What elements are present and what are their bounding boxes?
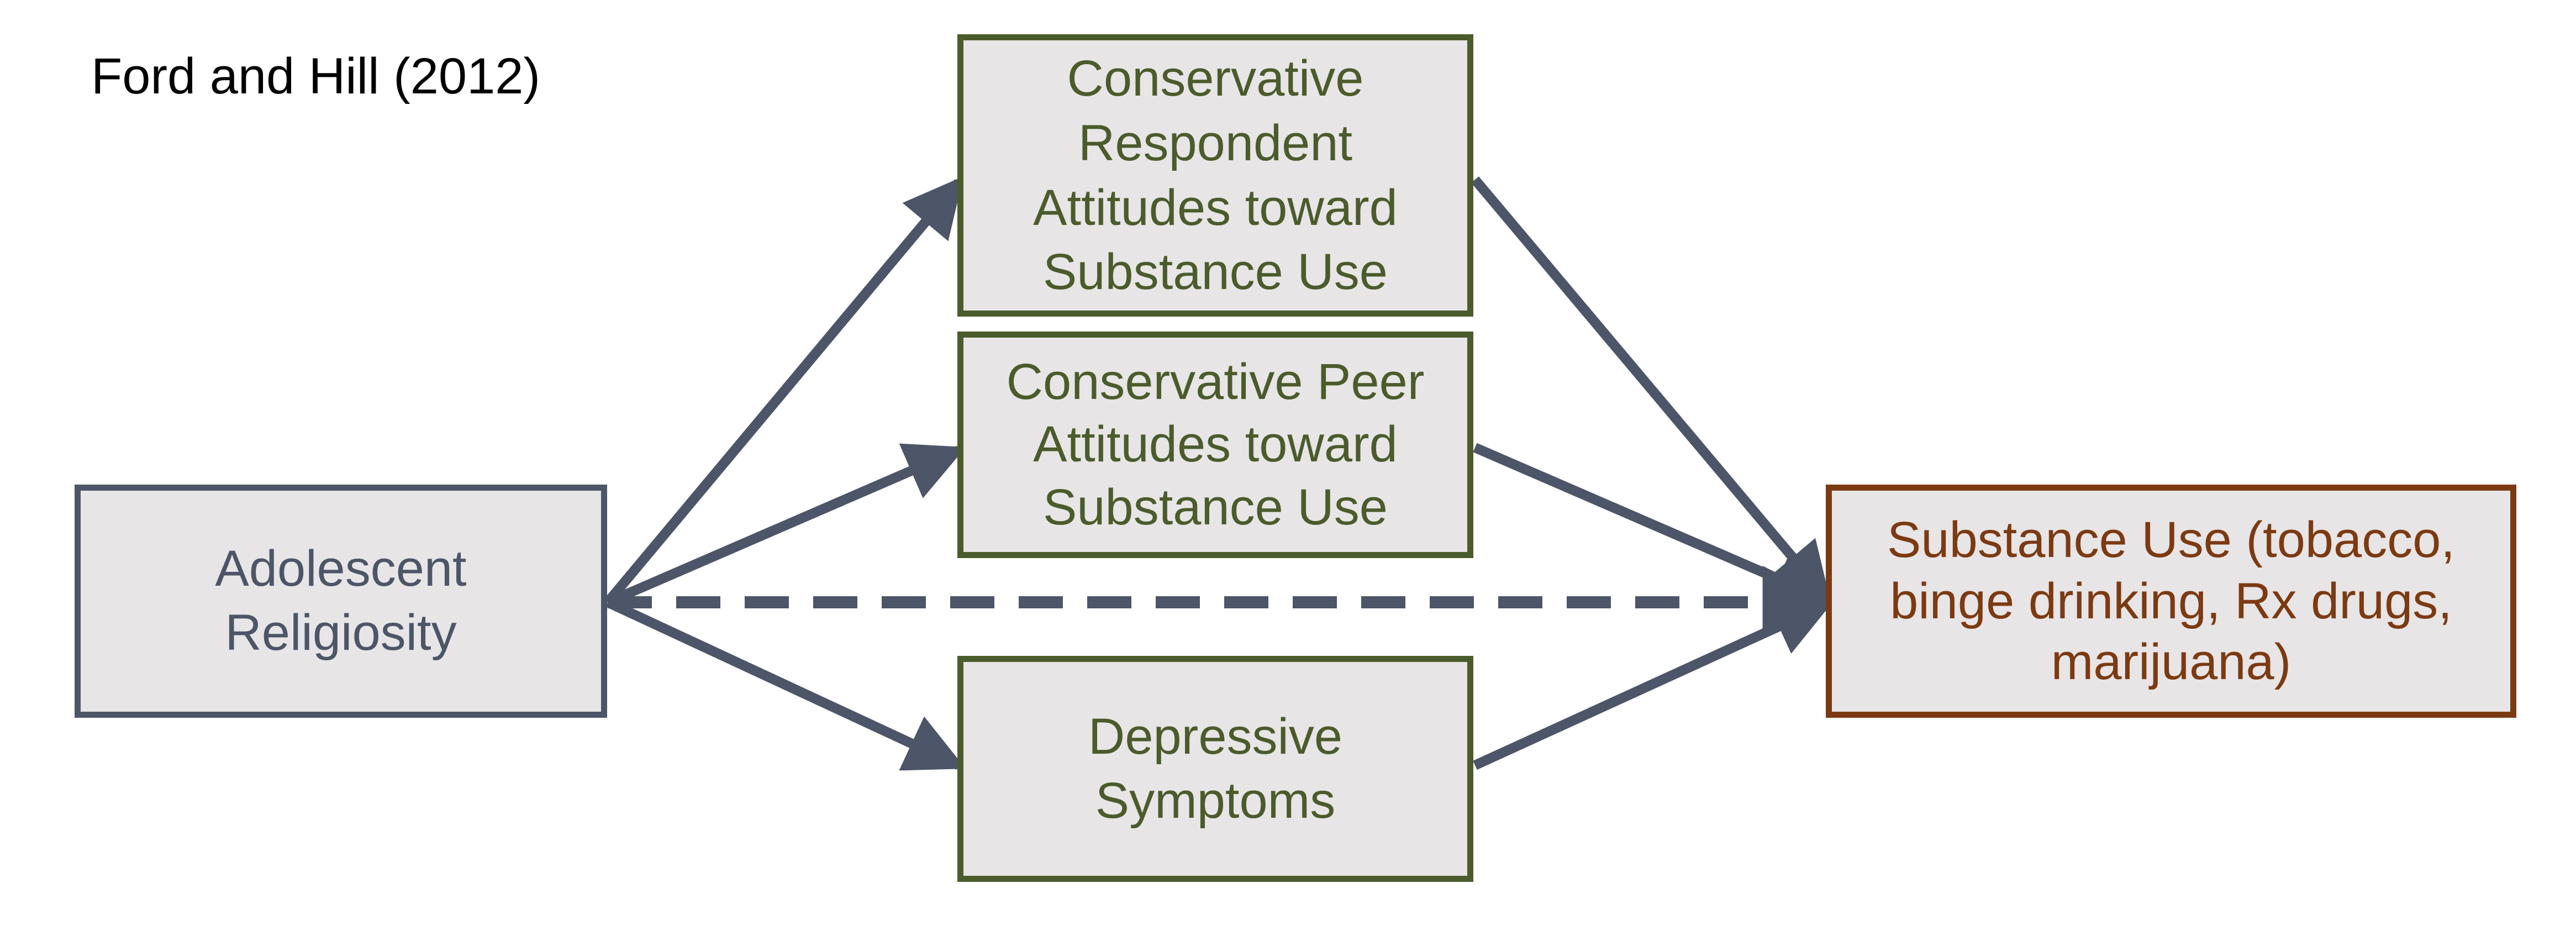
arrow-respondent-attitudes-to-substance-use bbox=[1471, 176, 1831, 603]
node-conservative-peer-attitudes: Conservative Peer Attitudes toward Subst… bbox=[957, 332, 1473, 558]
node-label-line: binge drinking, Rx drugs, bbox=[1890, 572, 2452, 629]
diagram-title: Ford and Hill (2012) bbox=[91, 48, 541, 104]
node-conservative-respondent-attitudes: Conservative Respondent Attitudes toward… bbox=[957, 34, 1473, 317]
arrow-religiosity-to-respondent-attitudes bbox=[604, 176, 964, 606]
node-label-line: Symptoms bbox=[1095, 772, 1336, 829]
node-label-line: Religiosity bbox=[225, 604, 457, 661]
node-label-line: Conservative bbox=[1067, 50, 1364, 107]
node-label-line: Respondent bbox=[1078, 114, 1353, 171]
node-substance-use-outcome: Substance Use (tobacco, binge drinking, … bbox=[1826, 485, 2516, 718]
arrow-depressive-symptoms-to-substance-use bbox=[1473, 599, 1834, 770]
arrow-religiosity-to-peer-attitudes bbox=[605, 443, 966, 607]
node-label-line: Adolescent bbox=[215, 540, 467, 597]
node-label-line: Conservative Peer bbox=[1006, 354, 1425, 411]
node-label-line: marijuana) bbox=[2051, 634, 2291, 691]
node-adolescent-religiosity: Adolescent Religiosity bbox=[75, 485, 607, 718]
node-label-line: Attitudes toward bbox=[1033, 416, 1398, 473]
arrow-peer-attitudes-to-substance-use bbox=[1473, 443, 1834, 607]
node-label-line: Attitudes toward bbox=[1033, 179, 1398, 236]
node-label-line: Substance Use (tobacco, bbox=[1887, 512, 2455, 569]
node-depressive-symptoms: Depressive Symptoms bbox=[957, 656, 1473, 882]
arrow-religiosity-to-depressive-symptoms bbox=[605, 597, 966, 771]
node-label-line: Substance Use bbox=[1043, 244, 1388, 301]
node-label-line: Substance Use bbox=[1043, 479, 1388, 535]
node-label-line: Depressive bbox=[1088, 708, 1343, 765]
